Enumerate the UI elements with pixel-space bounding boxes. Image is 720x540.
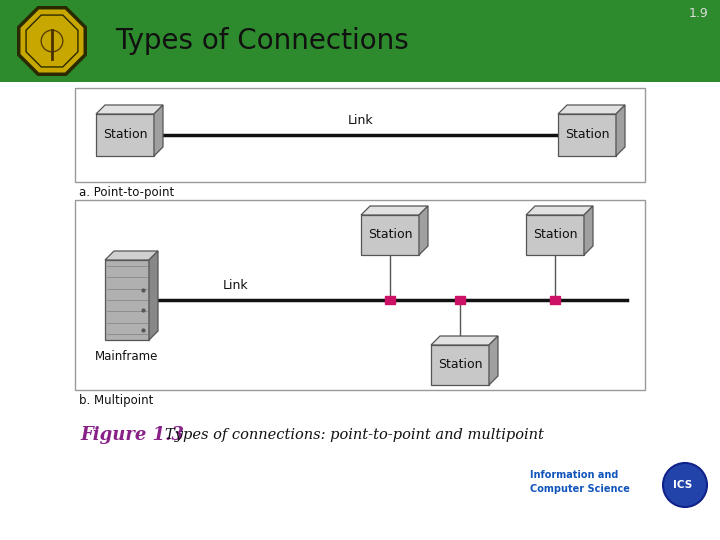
Polygon shape	[489, 336, 498, 385]
Polygon shape	[558, 105, 625, 114]
Bar	[550, 296, 560, 304]
Text: Link: Link	[348, 114, 373, 127]
Text: Station: Station	[564, 129, 609, 141]
Bar	[455, 296, 465, 304]
Text: 1.9: 1.9	[688, 7, 708, 20]
Polygon shape	[616, 105, 625, 156]
Bar	[526, 215, 584, 255]
Text: Mainframe: Mainframe	[95, 350, 158, 363]
Bar	[0, 0, 720, 82]
Text: Information and
Computer Science: Information and Computer Science	[530, 470, 630, 494]
Bar	[75, 88, 645, 182]
Text: Station: Station	[368, 228, 413, 241]
Circle shape	[663, 463, 707, 507]
Polygon shape	[96, 105, 163, 114]
Text: Figure 1.3: Figure 1.3	[80, 426, 184, 444]
Text: Station: Station	[103, 129, 148, 141]
Bar	[105, 260, 149, 340]
Text: Station: Station	[438, 359, 482, 372]
Bar	[361, 215, 419, 255]
Polygon shape	[431, 336, 498, 345]
Polygon shape	[526, 206, 593, 215]
Polygon shape	[149, 251, 158, 340]
Circle shape	[41, 30, 63, 52]
Text: Types of connections: point-to-point and multipoint: Types of connections: point-to-point and…	[165, 428, 544, 442]
Polygon shape	[361, 206, 428, 215]
Bar	[75, 200, 645, 390]
Polygon shape	[19, 8, 85, 75]
Polygon shape	[154, 105, 163, 156]
Bar	[558, 114, 616, 156]
Bar	[96, 114, 154, 156]
Bar	[431, 345, 489, 385]
Bar	[385, 296, 395, 304]
Text: a. Point-to-point: a. Point-to-point	[79, 186, 174, 199]
Text: Station: Station	[533, 228, 577, 241]
Text: Types of Connections: Types of Connections	[115, 27, 409, 55]
Polygon shape	[105, 251, 158, 260]
Polygon shape	[584, 206, 593, 255]
Text: b. Multipoint: b. Multipoint	[79, 394, 153, 407]
Text: ICS: ICS	[673, 480, 693, 490]
Polygon shape	[419, 206, 428, 255]
Text: Link: Link	[223, 279, 248, 292]
